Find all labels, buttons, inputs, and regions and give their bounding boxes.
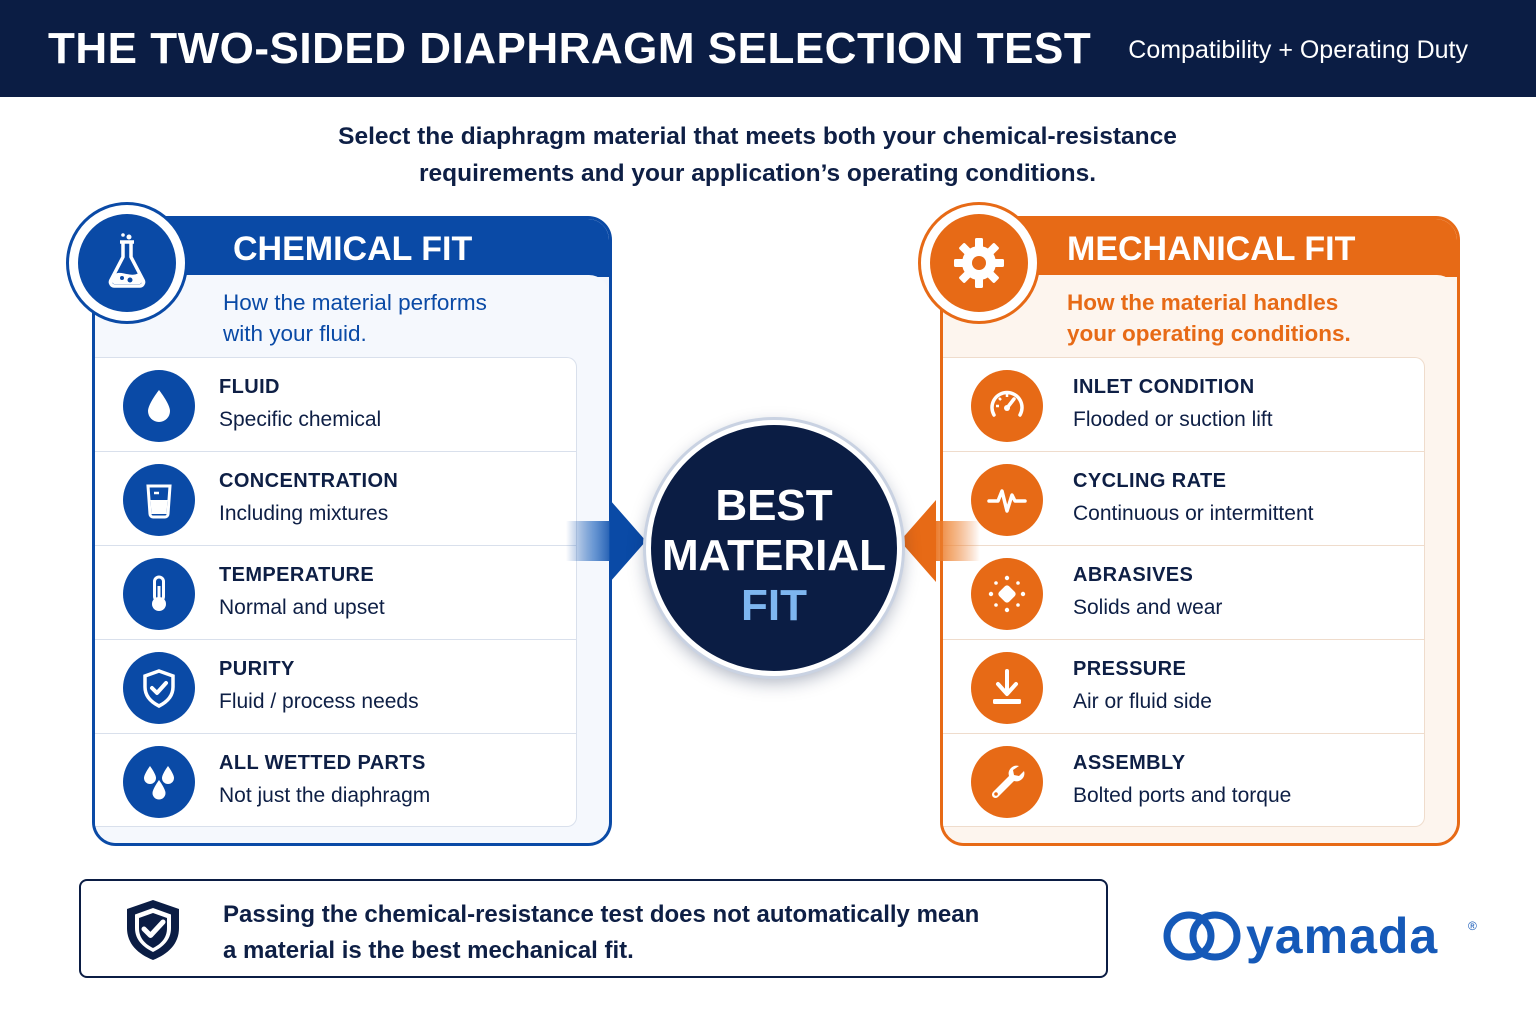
item-title: ALL WETTED PARTS (219, 752, 426, 774)
list-item-fluid: FLUID Specific chemical (95, 358, 577, 452)
beaker-icon (123, 464, 195, 536)
mechanical-fit-title: MECHANICAL FIT (1067, 230, 1356, 268)
intro-line-2: requirements and your application’s oper… (418, 160, 1097, 187)
list-item-abrasives: ABRASIVES Solids and wear (943, 546, 1425, 640)
list-item-cycling-rate: CYCLING RATE Continuous or intermittent (943, 452, 1425, 546)
flask-icon (78, 214, 176, 312)
item-title: PRESSURE (1073, 658, 1187, 680)
note-line-1: Passing the chemical-resistance test doe… (223, 901, 980, 928)
shield-check-icon (123, 652, 195, 724)
list-item-temperature: TEMPERATURE Normal and upset (95, 546, 577, 640)
item-title: PURITY (219, 658, 295, 680)
note-line-2: a material is the best mechanical fit. (223, 937, 634, 964)
item-title: FLUID (219, 376, 280, 398)
item-title: CONCENTRATION (219, 470, 399, 492)
chemical-desc-line-1: How the material performs (223, 290, 487, 315)
intro-line-1: Select the diaphragm material that meets… (338, 123, 1177, 150)
mechanical-fit-panel: MECHANICAL FIT How the material handles … (940, 216, 1460, 846)
header-banner: THE TWO-SIDED DIAPHRAGM SELECTION TEST C… (0, 0, 1536, 97)
registered-mark: ® (1468, 919, 1477, 933)
right-arrow-icon (566, 500, 646, 582)
note-text: Passing the chemical-resistance test doe… (223, 897, 1083, 969)
item-text: Not just the diaphragm (219, 784, 431, 807)
list-item-pressure: PRESSURE Air or fluid side (943, 640, 1425, 734)
item-text: Air or fluid side (1073, 690, 1212, 713)
yamada-logo-mark-icon (1163, 911, 1241, 961)
item-title: CYCLING RATE (1073, 470, 1227, 492)
chemical-badge (66, 202, 188, 324)
center-line-1: BEST (715, 481, 833, 530)
chemical-fit-description: How the material performs with your flui… (223, 287, 603, 349)
gear-icon (930, 214, 1028, 312)
yamada-logo-word: yamada (1246, 908, 1439, 964)
center-line-2: MATERIAL (661, 531, 887, 580)
shield-check-icon (127, 900, 179, 960)
mechanical-desc-line-1: How the material handles (1067, 290, 1339, 315)
page-subtitle: Compatibility + Operating Duty (1128, 36, 1468, 64)
intro-text: Select the diaphragm material that meets… (200, 118, 1315, 192)
item-title: INLET CONDITION (1073, 376, 1255, 398)
item-text: Specific chemical (219, 408, 382, 431)
mechanical-fit-list: INLET CONDITION Flooded or suction lift … (943, 357, 1425, 827)
item-title: ASSEMBLY (1073, 752, 1186, 774)
best-material-fit-circle: BEST MATERIAL FIT (646, 420, 902, 676)
item-text: Fluid / process needs (219, 690, 419, 713)
item-title: TEMPERATURE (219, 564, 375, 586)
yamada-logo: yamada ® (1162, 905, 1492, 967)
gauge-icon (971, 370, 1043, 442)
center-line-3: FIT (741, 581, 807, 630)
item-text: Bolted ports and torque (1073, 784, 1292, 807)
chemical-fit-title: CHEMICAL FIT (233, 230, 473, 268)
pulse-icon (971, 464, 1043, 536)
list-item-assembly: ASSEMBLY Bolted ports and torque (943, 734, 1425, 828)
item-text: Continuous or intermittent (1073, 502, 1314, 525)
droplet-icon (123, 370, 195, 442)
item-text: Solids and wear (1073, 596, 1223, 619)
item-title: ABRASIVES (1073, 564, 1194, 586)
chemical-desc-line-2: with your fluid. (223, 321, 367, 346)
mechanical-desc-line-2: your operating conditions. (1067, 321, 1351, 346)
left-arrow-icon (900, 500, 980, 582)
thermometer-icon (123, 558, 195, 630)
droplets-icon (123, 746, 195, 818)
item-text: Including mixtures (219, 502, 389, 525)
item-text: Flooded or suction lift (1073, 408, 1273, 431)
pressure-down-icon (971, 652, 1043, 724)
mechanical-badge (918, 202, 1040, 324)
chemical-fit-panel: CHEMICAL FIT How the material performs w… (92, 216, 612, 846)
chemical-fit-list: FLUID Specific chemical CONCENTRATION In… (95, 357, 577, 827)
mechanical-fit-description: How the material handles your operating … (1067, 287, 1447, 349)
note-box: Passing the chemical-resistance test doe… (79, 879, 1108, 978)
list-item-concentration: CONCENTRATION Including mixtures (95, 452, 577, 546)
list-item-inlet-condition: INLET CONDITION Flooded or suction lift (943, 358, 1425, 452)
item-text: Normal and upset (219, 596, 385, 619)
list-item-all-wetted-parts: ALL WETTED PARTS Not just the diaphragm (95, 734, 577, 828)
wrench-icon (971, 746, 1043, 818)
list-item-purity: PURITY Fluid / process needs (95, 640, 577, 734)
page-title: THE TWO-SIDED DIAPHRAGM SELECTION TEST (48, 24, 1092, 73)
particles-icon (971, 558, 1043, 630)
